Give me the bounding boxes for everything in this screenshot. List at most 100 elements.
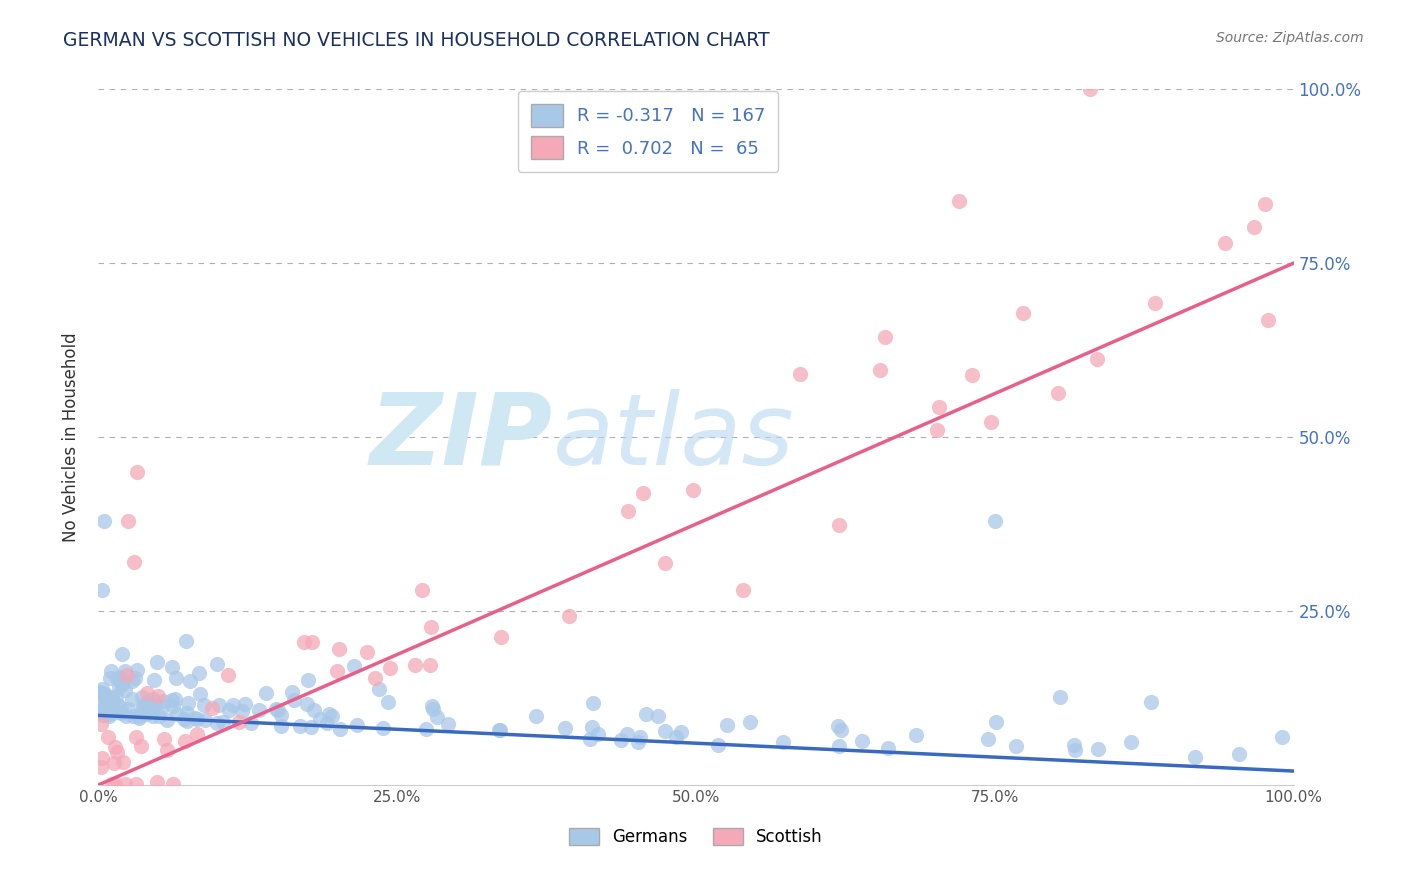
Point: [115, 668, 138, 682]
Text: Source: ZipAtlas.com: Source: ZipAtlas.com: [1216, 31, 1364, 45]
Point: [830, 723, 852, 738]
Point: [411, 582, 433, 597]
Point: [174, 734, 197, 748]
Legend: Germans, Scottish: Germans, Scottish: [562, 822, 830, 853]
Point: [93, 700, 115, 714]
Point: [107, 698, 129, 712]
Point: [128, 708, 150, 723]
Point: [143, 698, 166, 712]
Point: [343, 658, 366, 673]
Point: [1063, 743, 1085, 757]
Point: [1046, 385, 1069, 400]
Point: [155, 743, 177, 757]
Point: [329, 722, 352, 736]
Point: [131, 690, 153, 704]
Point: [377, 695, 399, 709]
Point: [108, 673, 131, 688]
Point: [91, 704, 114, 718]
Point: [141, 705, 163, 719]
Point: [437, 717, 460, 731]
Point: [142, 708, 165, 723]
Point: [97, 697, 120, 711]
Point: [1140, 695, 1163, 709]
Point: [328, 642, 350, 657]
Point: [100, 777, 122, 791]
Point: [716, 718, 738, 732]
Point: [422, 702, 444, 716]
Point: [90, 686, 112, 700]
Point: [96, 697, 118, 711]
Point: [148, 689, 170, 703]
Point: [731, 583, 754, 598]
Point: [772, 735, 794, 749]
Point: [148, 709, 170, 723]
Point: [98, 671, 121, 685]
Point: [295, 698, 318, 712]
Point: [415, 722, 437, 736]
Point: [321, 709, 343, 723]
Point: [222, 698, 245, 713]
Point: [581, 721, 603, 735]
Point: [1254, 197, 1277, 211]
Point: [292, 635, 315, 649]
Point: [1085, 351, 1108, 366]
Point: [356, 645, 378, 659]
Point: [960, 368, 983, 382]
Point: [100, 691, 122, 706]
Text: atlas: atlas: [553, 389, 794, 485]
Point: [111, 676, 134, 690]
Point: [264, 701, 287, 715]
Point: [91, 583, 114, 598]
Point: [707, 738, 730, 752]
Point: [228, 714, 250, 729]
Point: [617, 504, 640, 518]
Point: [176, 696, 198, 710]
Point: [179, 674, 201, 689]
Point: [186, 712, 208, 726]
Point: [302, 703, 325, 717]
Point: [665, 731, 688, 745]
Point: [132, 706, 155, 721]
Point: [104, 777, 127, 791]
Point: [266, 703, 288, 717]
Point: [91, 703, 114, 717]
Point: [105, 745, 128, 759]
Point: [176, 714, 198, 728]
Point: [146, 774, 169, 789]
Point: [104, 740, 127, 755]
Point: [828, 517, 851, 532]
Point: [628, 730, 651, 744]
Point: [980, 415, 1002, 429]
Point: [93, 514, 115, 528]
Point: [160, 659, 183, 673]
Point: [873, 330, 896, 344]
Point: [201, 701, 224, 715]
Point: [114, 777, 136, 791]
Point: [582, 696, 605, 710]
Point: [188, 665, 211, 680]
Point: [301, 634, 323, 648]
Point: [1257, 313, 1279, 327]
Point: [489, 723, 512, 737]
Point: [131, 704, 153, 718]
Point: [207, 698, 229, 713]
Point: [122, 709, 145, 723]
Point: [299, 720, 322, 734]
Point: [89, 705, 111, 719]
Point: [91, 682, 114, 697]
Point: [631, 485, 654, 500]
Point: [96, 696, 118, 710]
Point: [176, 706, 198, 721]
Point: [166, 706, 188, 721]
Point: [876, 741, 898, 756]
Point: [217, 668, 239, 682]
Point: [233, 697, 256, 711]
Point: [176, 634, 198, 648]
Point: [346, 718, 368, 732]
Point: [558, 609, 581, 624]
Point: [100, 691, 122, 706]
Point: [977, 731, 1000, 746]
Point: [851, 733, 873, 747]
Point: [125, 731, 148, 745]
Point: [1143, 296, 1166, 310]
